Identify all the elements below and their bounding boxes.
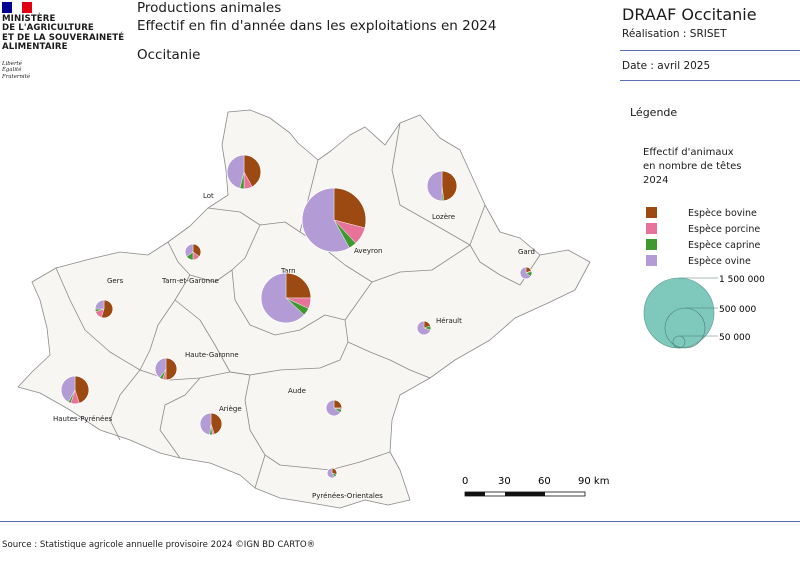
footer-divider [0, 521, 800, 522]
pie-ariege [199, 412, 223, 436]
dept-label-hautes-pyrenees: Hautes-Pyrénées [53, 415, 113, 423]
ministry-line: ALIMENTAIRE [2, 41, 68, 52]
pie-herault [416, 320, 432, 336]
pie-outline [326, 467, 338, 479]
ministry-line: MINISTÈRE [2, 14, 56, 24]
pie-aude [325, 399, 343, 417]
republic-flag-logo [2, 2, 32, 13]
scale-tick: 0 [462, 476, 468, 487]
realisation-credit: Réalisation : SRISET [622, 28, 727, 40]
scale-bar: 0 30 60 90 km [462, 476, 609, 497]
pie-outline [184, 243, 202, 261]
dept-label-gers: Gers [107, 277, 124, 285]
legend-subtitle-line: 2024 [643, 175, 669, 186]
pie-outline [154, 357, 178, 381]
legend-swatch-bovine [646, 207, 657, 218]
legend-label-ovine: Espèce ovine [688, 256, 751, 267]
pie-aveyron [301, 187, 367, 253]
pie-haute-garonne [154, 357, 178, 381]
dept-label-herault: Hérault [436, 317, 462, 325]
ministry-line: ET DE LA SOUVERAINETÉ [2, 32, 125, 43]
pie-outline [226, 154, 262, 190]
size-legend: 1 500 000 500 000 50 000 [643, 275, 765, 349]
dept-label-tarn-et-garonne: Tarn-et-Garonne [161, 277, 219, 285]
size-legend-label: 500 000 [719, 305, 756, 315]
legend-label-bovine: Espèce bovine [688, 208, 757, 219]
dept-label-gard: Gard [518, 248, 535, 256]
region-name: Occitanie [137, 47, 201, 63]
size-legend-label: 1 500 000 [719, 275, 765, 285]
pie-outline [426, 170, 458, 202]
pie-outline [416, 320, 432, 336]
pie-lozere [426, 170, 458, 202]
header-divider [620, 80, 800, 81]
dept-label-tarn: Tarn [280, 267, 296, 275]
legend-swatch-porcine [646, 223, 657, 234]
pie-gers [94, 299, 114, 319]
dept-label-pyrenees-orientales: Pyrénées-Orientales [312, 492, 383, 500]
pie-pyrenees-orientales [326, 467, 338, 479]
legend-label-caprine: Espèce caprine [688, 240, 761, 251]
dept-label-aude: Aude [288, 387, 306, 395]
ministry-name: MINISTÈRE DE L'AGRICULTURE ET DE LA SOUV… [2, 14, 125, 52]
pie-hautes-pyrenees [60, 375, 90, 405]
map-subtitle: Effectif en fin d'année dans les exploit… [137, 18, 497, 34]
motto-line: Liberté [2, 61, 22, 67]
pie-lot [226, 154, 262, 190]
motto-line: Fraternité [2, 73, 31, 80]
legend-subtitle-line: Effectif d'animaux [643, 147, 734, 158]
ministry-line: DE L'AGRICULTURE [2, 23, 94, 34]
legend-swatch-caprine [646, 239, 657, 250]
legend-subtitle: Effectif d'animaux en nombre de têtes 20… [643, 146, 793, 188]
pie-charts [60, 154, 533, 479]
dept-label-aveyron: Aveyron [354, 247, 382, 255]
dept-label-haute-garonne: Haute-Garonne [185, 351, 239, 359]
scale-tick: 30 [498, 476, 511, 487]
pie-outline [260, 272, 312, 324]
legend-label-porcine: Espèce porcine [688, 224, 761, 235]
size-legend-circle-large [643, 277, 715, 349]
dept-label-ariege: Ariège [219, 405, 242, 413]
scale-tick: 90 km [578, 476, 609, 487]
header-divider [620, 50, 800, 51]
dept-label-lozere: Lozère [432, 213, 455, 221]
pie-outline [60, 375, 90, 405]
publication-date: Date : avril 2025 [622, 60, 711, 72]
legend-title: Légende [630, 106, 678, 119]
size-legend-label: 50 000 [719, 333, 751, 343]
pie-outline [301, 187, 367, 253]
legend-swatch-ovine [646, 255, 657, 266]
map-title: Productions animales [137, 0, 282, 16]
pie-gard [519, 266, 533, 280]
motto-line: Égalité [2, 67, 22, 74]
legend-subtitle-line: en nombre de têtes [643, 161, 742, 172]
pie-outline [94, 299, 114, 319]
pie-tarn-et-garonne [184, 243, 202, 261]
scale-tick: 60 [538, 476, 551, 487]
republic-motto: Liberté Égalité Fraternité [2, 61, 30, 80]
organization-name: DRAAF Occitanie [622, 5, 757, 24]
dept-label-lot: Lot [203, 192, 214, 200]
pie-outline [325, 399, 343, 417]
pie-tarn [260, 272, 312, 324]
pie-outline [519, 266, 533, 280]
pie-outline [199, 412, 223, 436]
source-note: Source : Statistique agricole annuelle p… [2, 540, 316, 550]
